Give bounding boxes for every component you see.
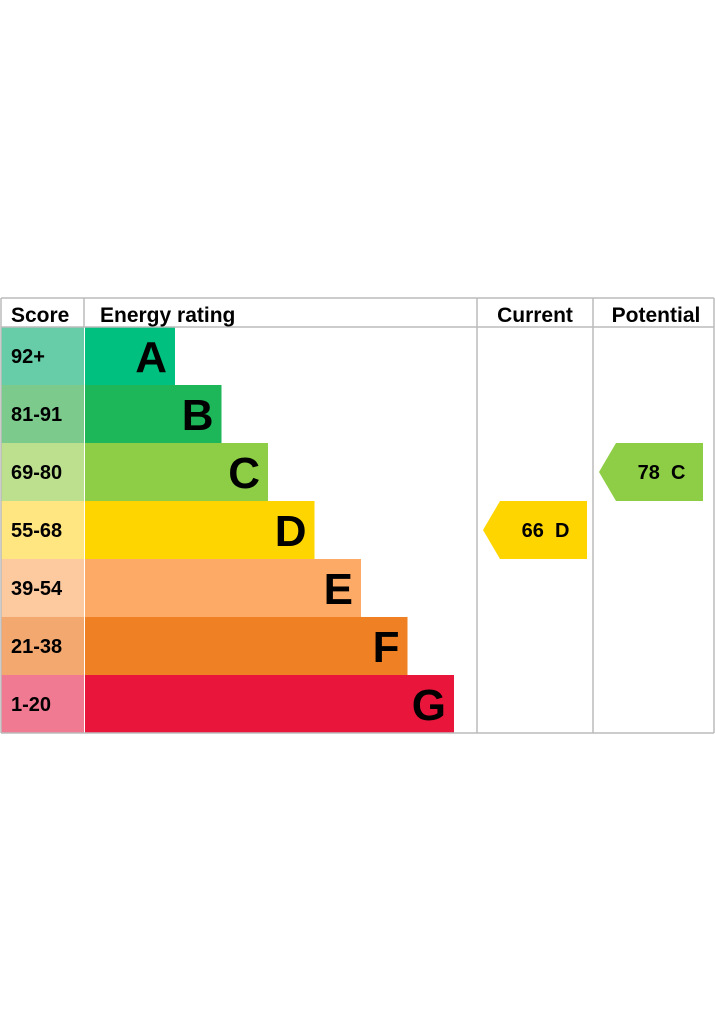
score-label-a: 92+: [11, 346, 45, 368]
potential-rating-label: 78 C: [638, 462, 686, 484]
score-label-c: 69-80: [11, 462, 62, 484]
potential-rating-arrow: [599, 443, 703, 501]
score-label-d: 55-68: [11, 520, 62, 542]
band-bar-f: [85, 617, 408, 675]
table-header: Score Energy rating Current Potential: [11, 304, 700, 327]
header-current: Current: [497, 304, 573, 327]
score-cell-d: [1, 501, 84, 559]
score-cell-f: [1, 617, 84, 675]
band-letter-a: A: [135, 333, 167, 382]
score-cell-c: [1, 443, 84, 501]
band-letter-d: D: [275, 507, 307, 556]
table-grid: [0, 297, 715, 734]
score-cell-g: [1, 675, 84, 733]
header-score: Score: [11, 304, 69, 327]
header-energy-rating: Energy rating: [100, 304, 235, 327]
score-cell-a: [1, 327, 84, 385]
score-label-b: 81-91: [11, 404, 62, 426]
band-letter-f: F: [373, 623, 400, 672]
current-rating-label: 66 D: [522, 520, 570, 542]
band-bar-d: [85, 501, 315, 559]
band-bar-c: [85, 443, 268, 501]
band-letter-b: B: [182, 391, 214, 440]
score-label-f: 21-38: [11, 636, 62, 658]
score-label-e: 39-54: [11, 578, 63, 600]
band-bar-a: [85, 327, 175, 385]
band-bar-g: [85, 675, 454, 733]
band-bar-e: [85, 559, 361, 617]
band-letter-e: E: [324, 565, 353, 614]
rating-arrows: 66 D 78 C: [483, 443, 703, 559]
band-letter-c: C: [228, 449, 260, 498]
current-rating-arrow: [483, 501, 587, 559]
band-letter-g: G: [412, 681, 446, 730]
band-bar-b: [85, 385, 222, 443]
header-potential: Potential: [612, 304, 701, 327]
score-cell-e: [1, 559, 84, 617]
score-label-g: 1-20: [11, 694, 51, 716]
rating-bands: 92+ A 81-91 B 69-80 C 55-68 D 39-54 E 21-38 F 1-20 G: [1, 327, 454, 733]
score-cell-b: [1, 385, 84, 443]
